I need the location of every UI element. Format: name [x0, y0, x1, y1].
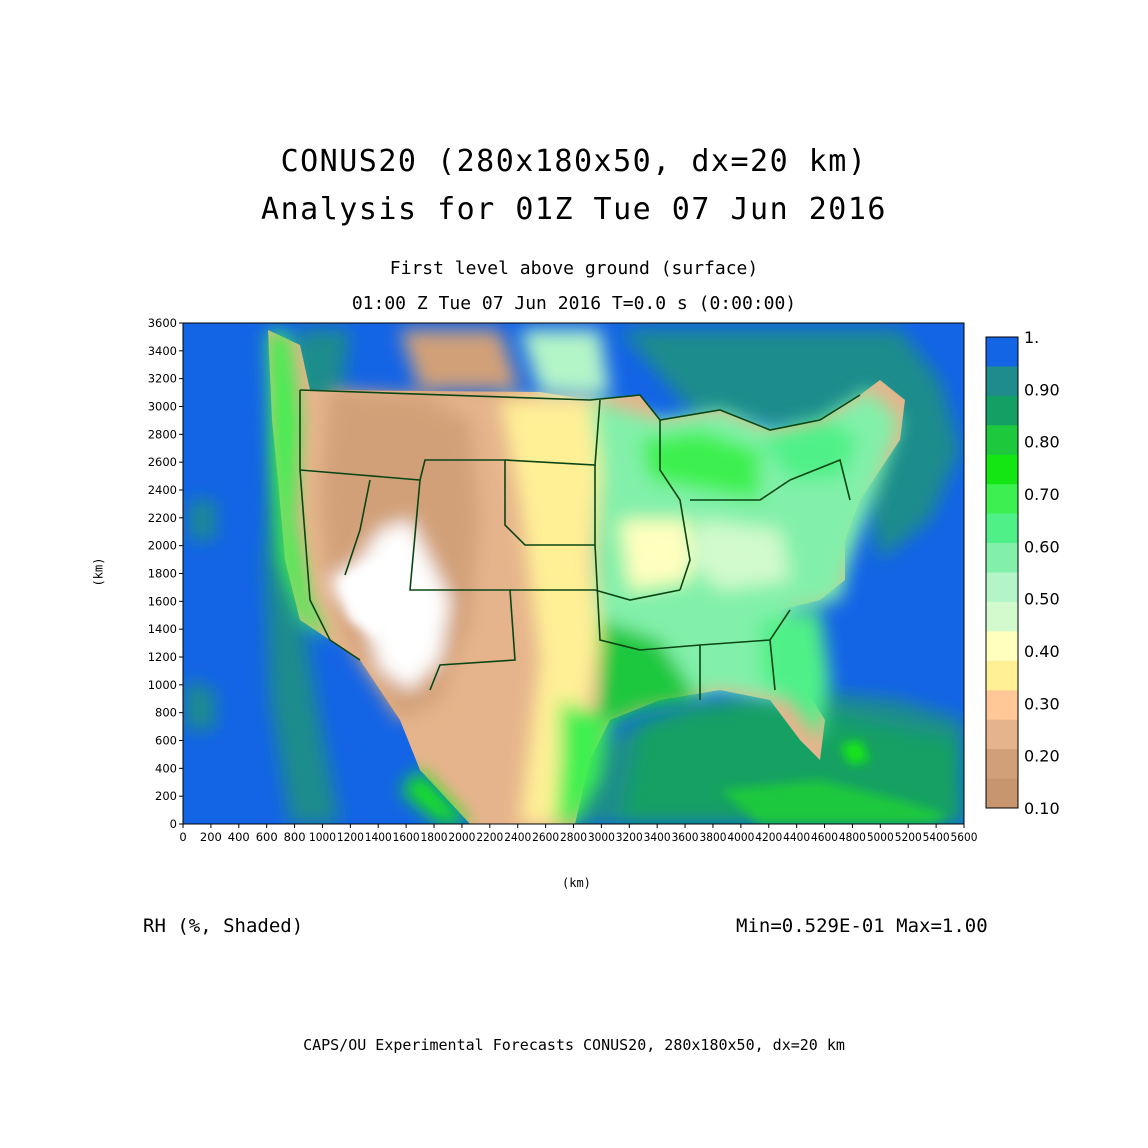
time-label: 01:00 Z Tue 07 Jun 2016 T=0.0 s (0:00:00…	[351, 293, 797, 314]
colorbar-swatch	[986, 425, 1018, 456]
x-tick-label: 0	[179, 830, 186, 844]
y-tick-label: 2400	[148, 483, 177, 497]
y-tick-label: 3000	[148, 400, 177, 414]
y-tick-label: 2600	[148, 455, 177, 469]
level-label: First level above ground (surface)	[389, 258, 759, 279]
y-tick-label: 2000	[148, 539, 177, 553]
y-axis: 0 200 400 600 800 1000 1200 1400 1600 1800 2000 220…	[148, 316, 183, 831]
colorbar-label: 0.30	[1024, 694, 1060, 713]
colorbar-label: 0.80	[1024, 433, 1060, 452]
y-tick-label: 1200	[148, 650, 177, 664]
x-tick-label: 5000	[867, 830, 894, 844]
map-title-line1: CONUS20 (280x180x50, dx=20 km)	[280, 144, 868, 179]
footer-credit: CAPS/OU Experimental Forecasts CONUS20, …	[303, 1036, 845, 1054]
x-tick-label: 3200	[616, 830, 643, 844]
x-tick-label: 1200	[337, 830, 364, 844]
y-tick-label: 800	[155, 706, 177, 720]
colorbar-label: 0.20	[1024, 747, 1060, 766]
colorbar-swatch	[986, 513, 1018, 544]
x-axis: 0 200 400 600 800 1000 1200 1400 1600 1800 2000 220…	[179, 824, 978, 844]
x-tick-label: 5600	[951, 830, 978, 844]
y-tick-label: 3400	[148, 344, 177, 358]
y-tick-label: 0	[170, 817, 177, 831]
y-axis-unit: (km)	[91, 557, 106, 587]
colorbar-swatch	[986, 395, 1018, 426]
x-tick-label: 800	[284, 830, 306, 844]
colorbar-swatch	[986, 366, 1018, 397]
colorbar-swatch	[986, 719, 1018, 750]
x-tick-label: 2600	[532, 830, 559, 844]
x-tick-label: 4400	[783, 830, 810, 844]
x-tick-label: 1400	[365, 830, 392, 844]
colorbar-swatch	[986, 484, 1018, 515]
x-tick-label: 1800	[421, 830, 448, 844]
y-tick-label: 3600	[148, 316, 177, 330]
x-tick-label: 3400	[644, 830, 671, 844]
y-tick-label: 200	[155, 789, 177, 803]
x-tick-label: 4600	[811, 830, 838, 844]
colorbar-label: 0.40	[1024, 642, 1060, 661]
colorbar-swatch	[986, 690, 1018, 721]
y-tick-label: 400	[155, 761, 177, 775]
x-tick-label: 4800	[839, 830, 866, 844]
x-tick-label: 200	[200, 830, 222, 844]
colorbar-label: 0.70	[1024, 485, 1060, 504]
x-tick-label: 4000	[727, 830, 754, 844]
colorbar-label: 0.50	[1024, 590, 1060, 609]
colorbar-swatch	[986, 660, 1018, 691]
colorbar-swatch	[986, 454, 1018, 485]
x-tick-label: 3000	[588, 830, 615, 844]
colorbar-label: 1.	[1024, 328, 1039, 347]
y-tick-label: 1400	[148, 622, 177, 636]
map-title-line2: Analysis for 01Z Tue 07 Jun 2016	[261, 192, 887, 227]
x-tick-label: 2800	[560, 830, 587, 844]
colorbar-label: 0.10	[1024, 799, 1060, 818]
colorbar-swatch	[986, 543, 1018, 573]
x-tick-label: 1000	[309, 830, 336, 844]
x-tick-label: 2000	[448, 830, 475, 844]
x-tick-label: 4200	[755, 830, 782, 844]
y-tick-label: 600	[155, 734, 177, 748]
x-tick-label: 3800	[699, 830, 726, 844]
rh-shading	[183, 323, 964, 824]
x-tick-label: 400	[228, 830, 250, 844]
state-boundaries	[299, 389, 861, 700]
y-tick-label: 3200	[148, 372, 177, 386]
x-tick-label: 1600	[393, 830, 420, 844]
x-tick-label: 2400	[504, 830, 531, 844]
colorbar-label: 0.60	[1024, 537, 1060, 556]
x-tick-label: 5400	[923, 830, 950, 844]
x-tick-label: 3600	[672, 830, 699, 844]
colorbar-swatch	[986, 572, 1018, 603]
colorbar-swatch	[986, 601, 1018, 632]
x-tick-label: 5200	[895, 830, 922, 844]
x-tick-label: 2200	[476, 830, 503, 844]
x-axis-unit: (km)	[562, 876, 591, 890]
min-max-label: Min=0.529E-01 Max=1.00	[736, 915, 988, 937]
colorbar-swatch	[986, 778, 1018, 809]
colorbar-swatch	[986, 749, 1018, 780]
y-tick-label: 1800	[148, 567, 177, 581]
y-tick-label: 1000	[148, 678, 177, 692]
colorbar-swatch	[986, 337, 1018, 367]
y-tick-label: 1600	[148, 594, 177, 608]
field-label: RH (%, Shaded)	[143, 915, 304, 937]
y-tick-label: 2800	[148, 427, 177, 441]
colorbar-frame	[985, 336, 1019, 809]
colorbar-label: 0.90	[1024, 380, 1060, 399]
y-tick-label: 2200	[148, 511, 177, 525]
colorbar-swatch	[986, 631, 1018, 662]
colorbar: 1. 0.90 0.80 0.70 0.60 0.50 0.40 0.30 0.20 0.10	[985, 328, 1060, 818]
x-tick-label: 600	[256, 830, 278, 844]
